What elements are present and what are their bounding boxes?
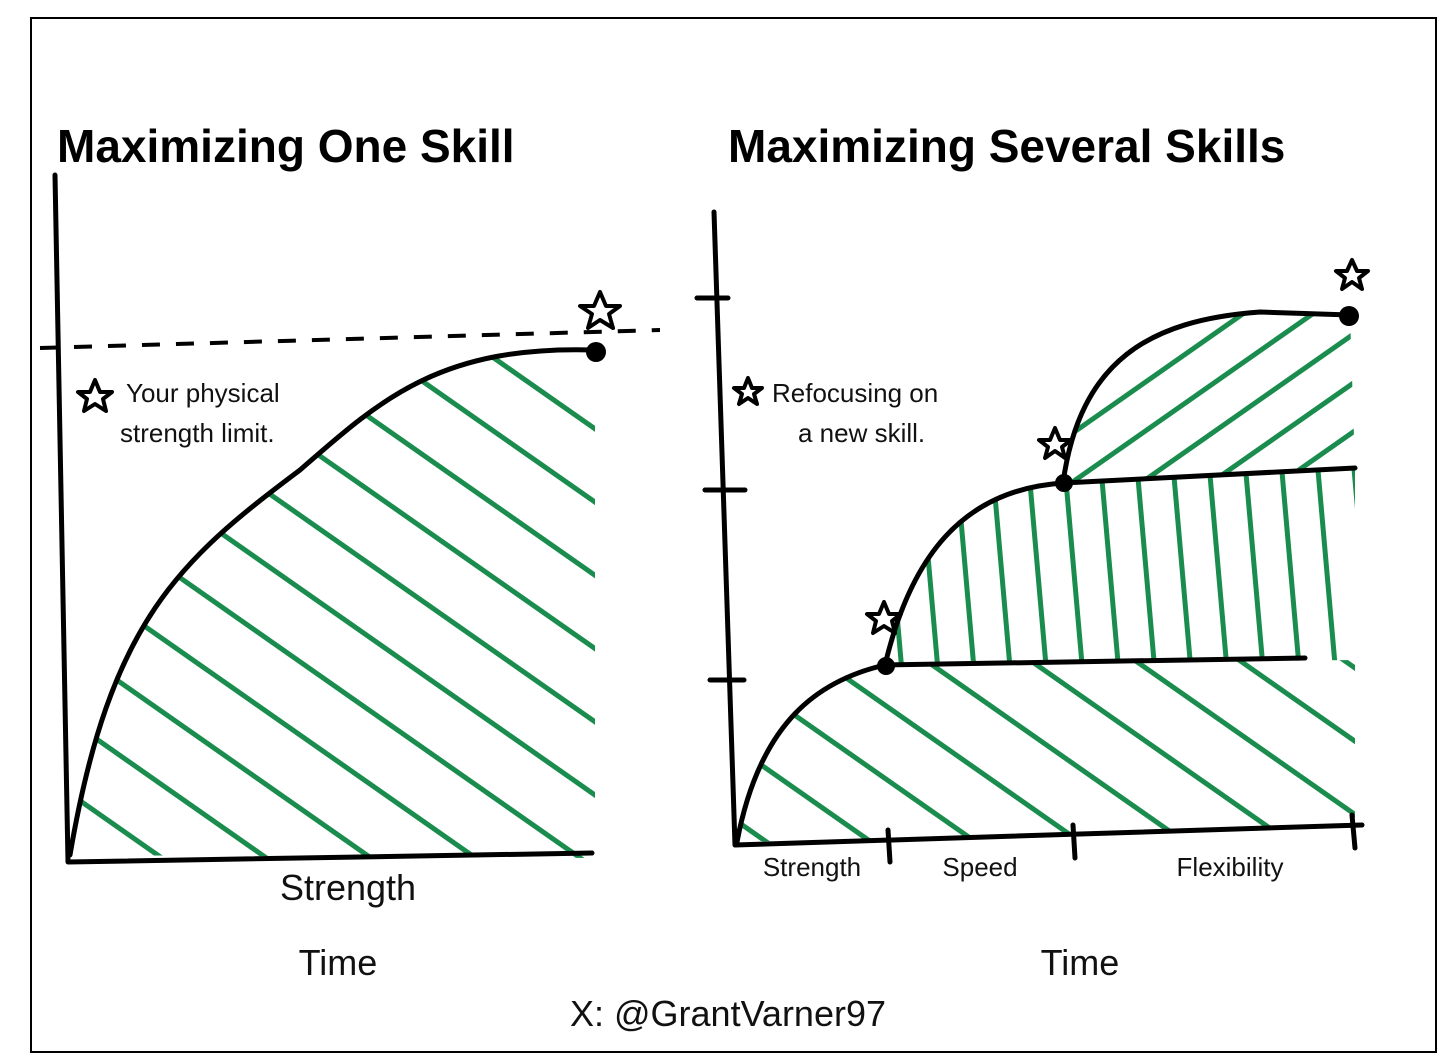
right-title: Maximizing Several Skills <box>728 120 1285 172</box>
hatch-flexibility <box>1063 312 1355 483</box>
annotation: strength limit. <box>120 418 275 448</box>
footer: X: @GrantVarner97 <box>570 993 886 1034</box>
annotation: a new skill. <box>798 418 925 448</box>
annotation: Refocusing on <box>772 378 938 408</box>
skill-label: Strength <box>280 867 416 908</box>
dot <box>1339 306 1359 326</box>
axis-label: Time <box>299 942 378 983</box>
left-hatch <box>70 349 595 858</box>
skill-label: Speed <box>942 852 1017 882</box>
limit-line <box>39 328 661 350</box>
dot <box>877 657 895 675</box>
star <box>1334 258 1370 291</box>
hatch-strength <box>737 660 1355 842</box>
curve-strength <box>734 655 1308 845</box>
axis-label: Time <box>1041 942 1120 983</box>
star <box>1037 426 1073 460</box>
hatch-speed <box>885 468 1355 665</box>
left-curve <box>67 347 598 858</box>
star <box>732 376 764 406</box>
star <box>865 600 903 635</box>
right-axes <box>711 209 1365 848</box>
left-title: Maximizing One Skill <box>57 120 515 172</box>
left-axes <box>52 172 595 865</box>
skill-label: Strength <box>763 852 861 882</box>
annotation: Your physical <box>126 378 280 408</box>
star <box>76 378 114 413</box>
ticks <box>694 295 1358 865</box>
dot <box>1055 474 1073 492</box>
frame <box>30 17 1437 1053</box>
curve-flexibility <box>1060 309 1353 486</box>
skill-label: Flexibility <box>1177 852 1284 882</box>
curve-speed <box>882 465 1358 668</box>
dot <box>586 342 606 362</box>
star <box>578 290 622 330</box>
